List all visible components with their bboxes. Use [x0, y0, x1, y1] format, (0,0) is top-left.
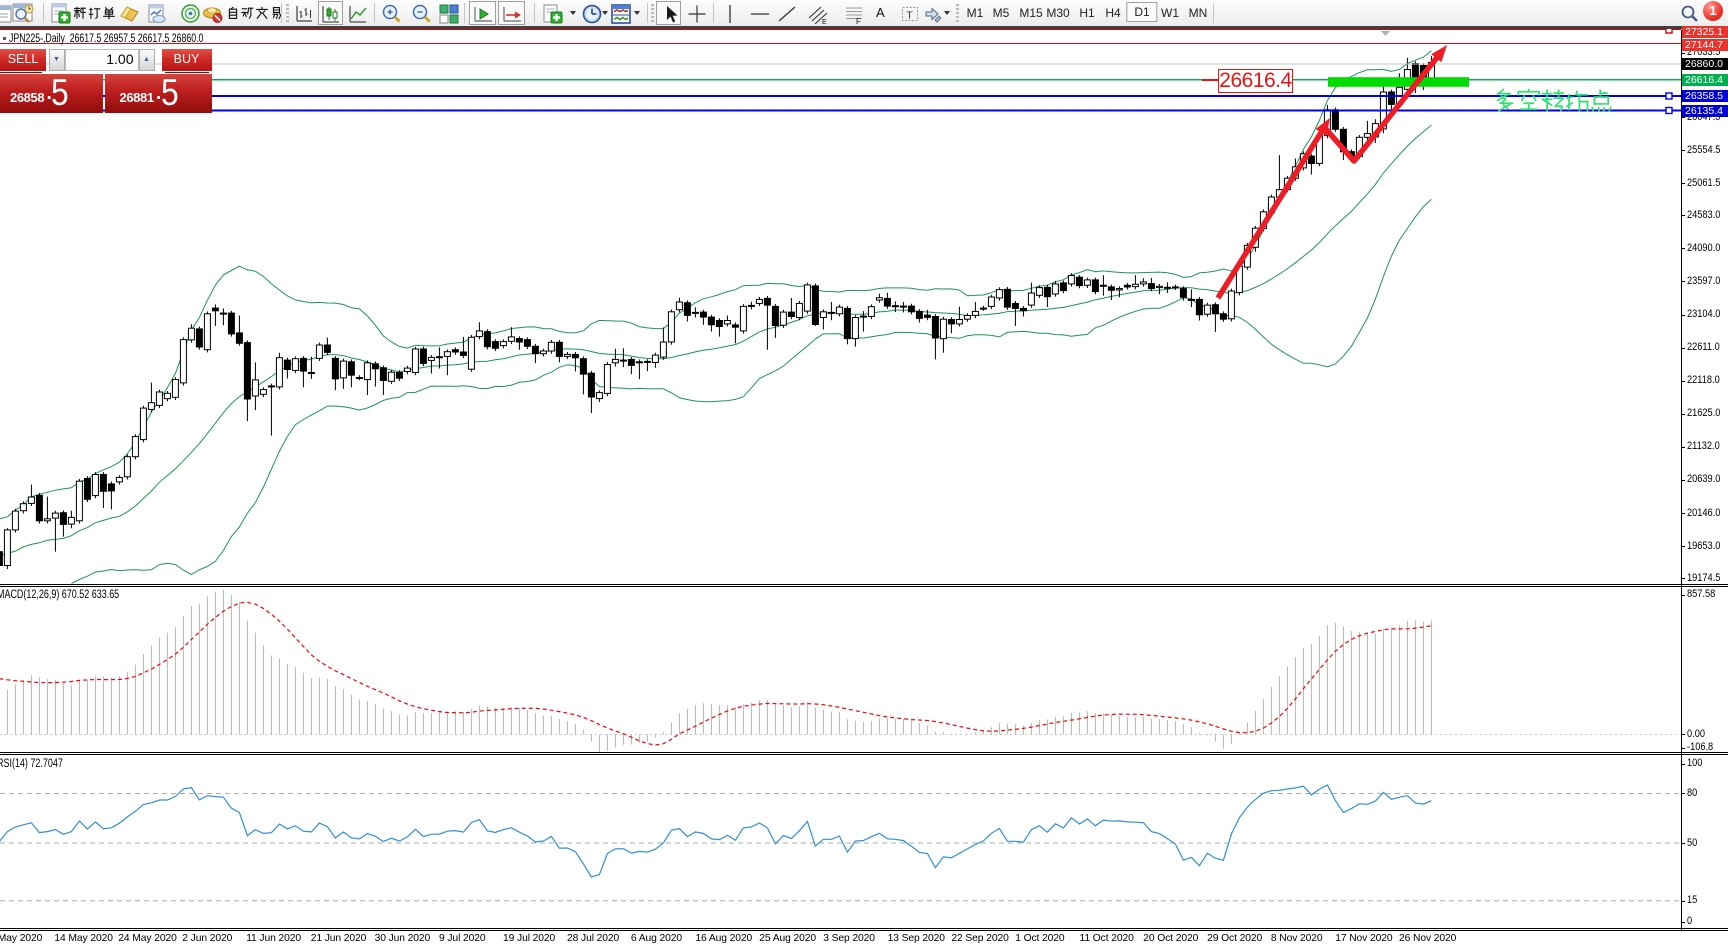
svg-text:T: T — [907, 11, 913, 22]
svg-text:E: E — [822, 19, 827, 25]
svg-text:F: F — [856, 17, 861, 25]
